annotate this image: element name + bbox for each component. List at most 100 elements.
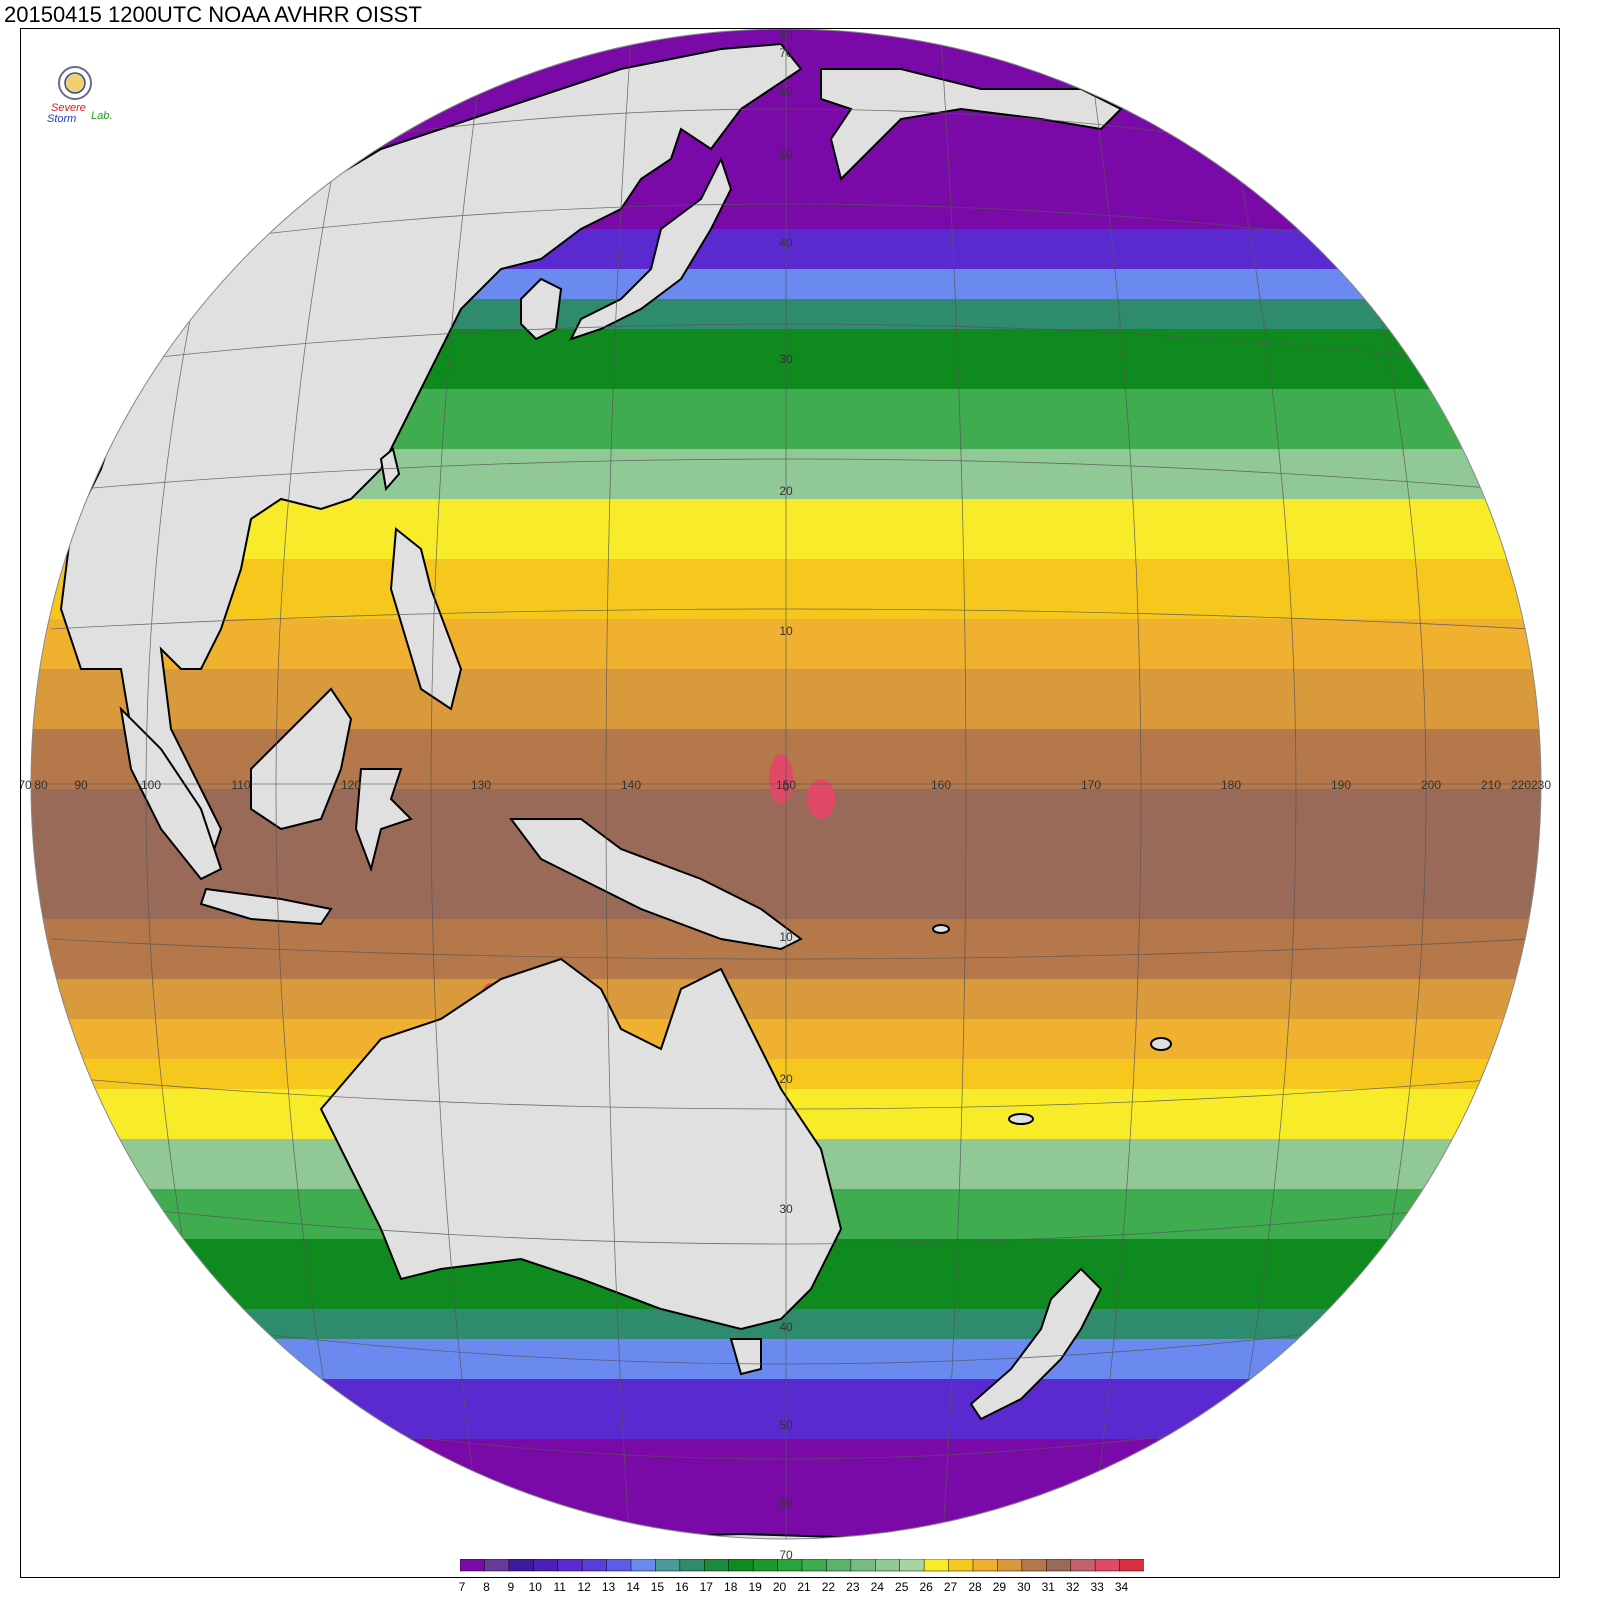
map-title: 20150415 1200UTC NOAA AVHRR OISST	[4, 2, 422, 27]
colorbar-label: 7	[458, 1580, 466, 1594]
lon-label: 90	[74, 778, 88, 792]
lat-label: 0	[783, 780, 790, 794]
land-island	[932, 924, 950, 934]
colorbar-swatch	[1119, 1559, 1144, 1572]
logo-text-severe: Severe	[51, 102, 86, 114]
lat-label: 30	[779, 1202, 793, 1216]
colorbar-swatch	[581, 1559, 608, 1572]
colorbar-label: 32	[1066, 1580, 1080, 1594]
colorbar-label: 13	[601, 1580, 616, 1594]
sst-band-south-28	[31, 1019, 1541, 1059]
lon-label: 130	[471, 778, 491, 792]
logo-text-storm: Storm	[47, 113, 76, 125]
lat-label: 10	[779, 624, 793, 638]
colorbar-swatch	[533, 1559, 559, 1572]
colorbar-label: 21	[797, 1580, 811, 1594]
colorbar-label: 17	[699, 1580, 713, 1594]
lat-label: 60	[779, 84, 793, 98]
colorbar-swatch	[972, 1559, 999, 1572]
lat-label: 30	[779, 352, 793, 366]
land-island	[1150, 1037, 1172, 1051]
colorbar-label: 11	[553, 1580, 566, 1594]
lat-label: 20	[779, 1072, 793, 1086]
sst-band-south-29	[31, 979, 1541, 1019]
colorbar-swatch	[655, 1559, 681, 1572]
lat-label: 10	[779, 930, 793, 944]
graticule	[31, 29, 1541, 1539]
land-new-zealand	[969, 1267, 1103, 1421]
longitude-labels: 70 80 90 100 110 120 130 140 150 160 170…	[21, 778, 1551, 792]
sst-band-south-30	[31, 919, 1541, 979]
colorbar-label: 28	[968, 1580, 982, 1594]
sst-warm-patch	[807, 779, 835, 819]
colorbar-swatch	[460, 1559, 486, 1572]
lon-label: 70	[21, 778, 32, 792]
land-taiwan	[379, 447, 401, 492]
sst-band-north-27	[31, 559, 1541, 619]
colorbar-swatch	[1046, 1559, 1072, 1572]
lat-label: 50	[779, 1418, 793, 1432]
colorbar-swatch	[1094, 1559, 1121, 1572]
colorbar-swatch	[557, 1559, 583, 1572]
lon-label: 150	[776, 778, 796, 792]
orthographic-sst-map: 70 80 90 100 110 120 130 140 150 160 170…	[21, 29, 1551, 1562]
sst-band-south-14	[31, 1339, 1541, 1379]
logo-text-lab: Lab.	[91, 110, 112, 122]
colorbar-label: 16	[675, 1580, 689, 1594]
lat-label: 60	[779, 1496, 793, 1510]
lon-label: 140	[621, 778, 641, 792]
lon-label: 110	[231, 778, 250, 792]
colorbar-swatch	[630, 1559, 657, 1572]
colorbar-swatch	[606, 1559, 632, 1572]
colorbar-swatch	[484, 1559, 510, 1572]
colorbar-swatch	[923, 1559, 950, 1572]
colorbar-label: 33	[1090, 1580, 1104, 1594]
colorbar-swatch	[826, 1559, 852, 1572]
colorbar-label: 24	[870, 1580, 884, 1594]
land-new-guinea	[509, 818, 803, 951]
colorbar-label: 15	[650, 1580, 665, 1594]
lat-label: 40	[779, 236, 793, 250]
lon-label: 120	[341, 778, 361, 792]
lon-label: 210	[1481, 778, 1501, 792]
lon-label: 220	[1511, 778, 1531, 792]
colorbar-label: 19	[748, 1580, 762, 1594]
colorbar-swatch	[752, 1559, 779, 1572]
land-korea	[520, 277, 563, 341]
colorbar-label: 18	[724, 1580, 738, 1594]
latitude-labels: 80 70 60 50 40 30 20 10 0 10 20 30 40 50…	[779, 29, 793, 1562]
colorbar-swatch	[679, 1559, 706, 1572]
land-tasmania	[729, 1338, 762, 1376]
lon-label: 170	[1081, 778, 1101, 792]
colorbar-label: 22	[821, 1580, 836, 1594]
colorbar-swatch	[728, 1559, 754, 1572]
land-sulawesi	[354, 768, 413, 873]
colorbar-label: 10	[528, 1580, 542, 1594]
colorbar-swatch	[508, 1559, 535, 1572]
sst-warm-patch	[769, 754, 793, 804]
land-philippines	[389, 527, 463, 711]
lon-label: 180	[1221, 778, 1241, 792]
lat-label: 50	[779, 148, 793, 162]
land-japan	[569, 156, 733, 341]
land-australia	[319, 957, 843, 1331]
colorbar-swatch	[899, 1559, 925, 1572]
colorbar-label: 14	[626, 1580, 640, 1594]
lat-label: 80	[779, 29, 793, 42]
colorbar-swatch	[801, 1559, 828, 1572]
lat-label: 70	[779, 1548, 793, 1562]
colorbar-label: 34	[1114, 1580, 1129, 1594]
colorbar-label: 9	[507, 1580, 515, 1594]
colorbar-label: 23	[846, 1580, 860, 1594]
colorbar-label: 20	[772, 1580, 787, 1594]
lat-label: 70	[779, 46, 793, 60]
colorbar-swatch	[997, 1559, 1023, 1572]
colorbar-swatch	[1070, 1559, 1096, 1572]
colorbar-swatch	[850, 1559, 877, 1572]
lat-label: 40	[779, 1320, 793, 1334]
colorbar-label: 8	[483, 1580, 490, 1594]
lat-label: 20	[779, 484, 793, 498]
severe-storm-lab-logo: Severe Storm Lab.	[47, 66, 112, 125]
sst-band-eq-29	[31, 669, 1541, 729]
colorbar-swatch	[875, 1559, 901, 1572]
